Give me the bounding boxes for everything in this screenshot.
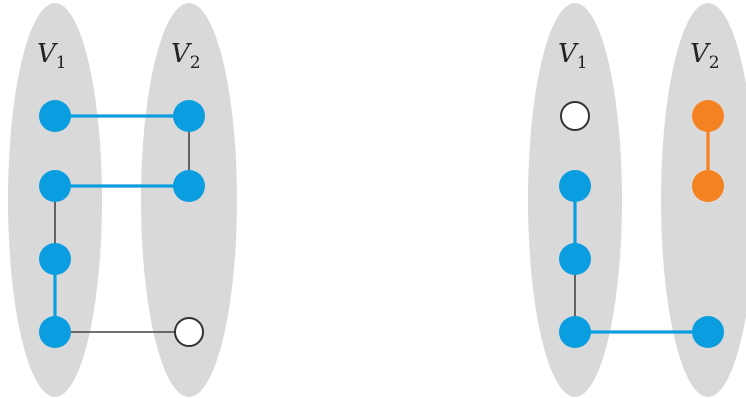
- right-node-c1: [560, 101, 590, 131]
- left-node-b4: [174, 317, 204, 347]
- right-node-d2: [692, 170, 724, 202]
- right-node-c4: [559, 316, 591, 348]
- left-node-b2: [173, 170, 205, 202]
- left-node-b1: [173, 100, 205, 132]
- right-node-c2: [559, 170, 591, 202]
- left-node-a4: [39, 316, 71, 348]
- right-v2-label: V2: [690, 39, 720, 73]
- left-v1-label: V1: [37, 39, 67, 73]
- right-v1-label: V1: [558, 39, 588, 73]
- left-v2-label: V2: [171, 39, 201, 73]
- left-node-a2: [39, 170, 71, 202]
- left-node-a1: [39, 100, 71, 132]
- right-node-d1: [692, 100, 724, 132]
- nodes: [39, 100, 724, 348]
- right-node-d4: [692, 316, 724, 348]
- left-node-a3: [39, 243, 71, 275]
- right-node-c3: [559, 243, 591, 275]
